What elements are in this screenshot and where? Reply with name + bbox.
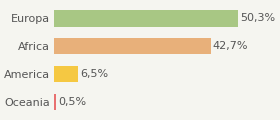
Text: 0,5%: 0,5% [58,97,86,107]
Text: 42,7%: 42,7% [213,41,248,51]
Bar [54,93,56,110]
Text: 50,3%: 50,3% [240,13,276,23]
Bar [54,38,211,54]
Text: 6,5%: 6,5% [80,69,108,79]
Bar [54,66,78,82]
Bar [54,10,239,27]
